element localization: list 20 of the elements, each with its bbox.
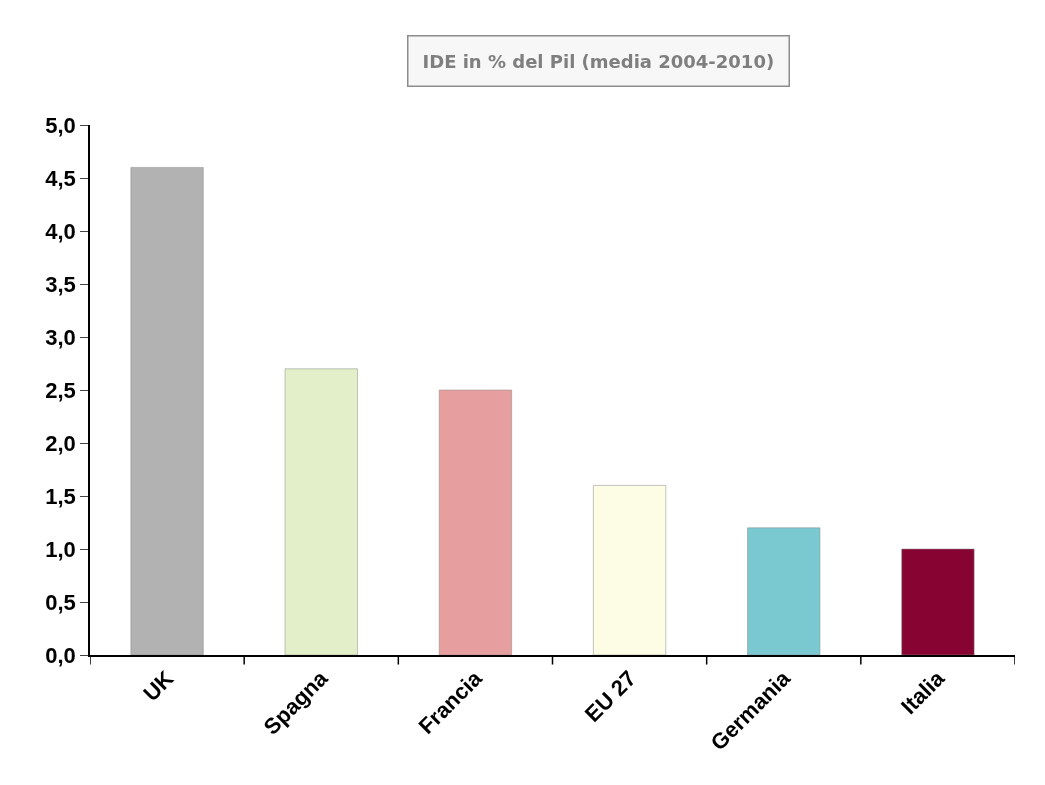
y-tick-label: 0,5 [45,589,76,615]
bar [593,485,667,655]
y-tick-label: 4,5 [45,165,76,191]
y-tick-label: 4,0 [45,218,76,244]
x-tick-label: UK [138,665,179,706]
x-tick-label: EU 27 [579,665,641,727]
y-tick-label: 2,0 [45,430,76,456]
y-tick-label: 2,5 [45,377,76,403]
y-tick-label: 5,0 [45,112,76,138]
bar [747,527,821,655]
y-tick-label: 1,0 [45,536,76,562]
y-tick-label: 0,0 [45,642,76,668]
bar [901,548,975,655]
y-tick-label: 3,5 [45,271,76,297]
bar [284,368,358,655]
bar [438,389,512,655]
chart-title: IDE in % del Pil (media 2004-2010) [422,50,775,72]
y-tick-label: 1,5 [45,483,76,509]
y-tick-label: 3,0 [45,324,76,350]
bar [130,167,204,655]
